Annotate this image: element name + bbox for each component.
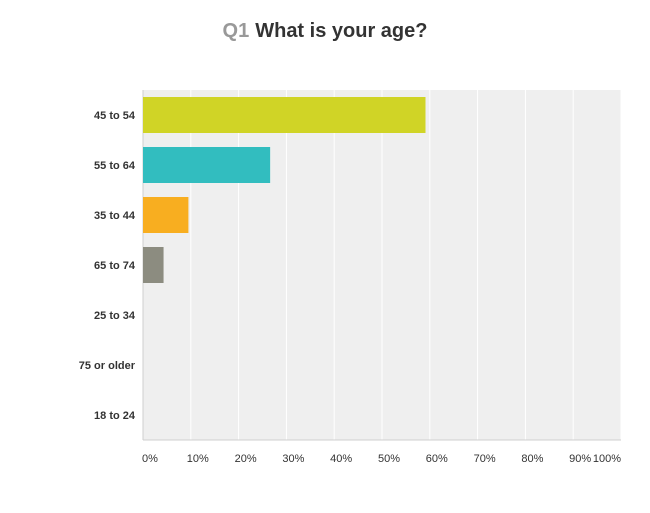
category-label: 45 to 54 bbox=[94, 110, 136, 122]
x-tick-label: 50% bbox=[378, 453, 400, 465]
category-label: 75 or older bbox=[79, 360, 136, 372]
x-tick-label: 80% bbox=[521, 453, 543, 465]
category-label: 25 to 34 bbox=[94, 310, 136, 322]
x-tick-label: 90% bbox=[569, 453, 591, 465]
x-tick-label: 20% bbox=[235, 453, 257, 465]
category-label: 55 to 64 bbox=[94, 160, 136, 172]
question-text: What is your age? bbox=[255, 20, 428, 42]
x-tick-label: 30% bbox=[282, 453, 304, 465]
bar bbox=[143, 247, 164, 283]
category-label: 65 to 74 bbox=[94, 260, 136, 272]
bar bbox=[143, 197, 189, 233]
bar bbox=[143, 147, 271, 183]
category-label: 18 to 24 bbox=[94, 410, 136, 422]
x-tick-label: 0% bbox=[142, 453, 158, 465]
x-tick-label: 60% bbox=[426, 453, 448, 465]
x-tick-label: 10% bbox=[187, 453, 209, 465]
x-tick-label: 100% bbox=[593, 453, 621, 465]
x-tick-label: 70% bbox=[474, 453, 496, 465]
x-tick-label: 40% bbox=[330, 453, 352, 465]
question-number: Q1 bbox=[222, 20, 250, 42]
bar bbox=[143, 97, 426, 133]
chart-title: Q1 What is your age? bbox=[0, 20, 650, 43]
category-label: 35 to 44 bbox=[94, 210, 136, 222]
